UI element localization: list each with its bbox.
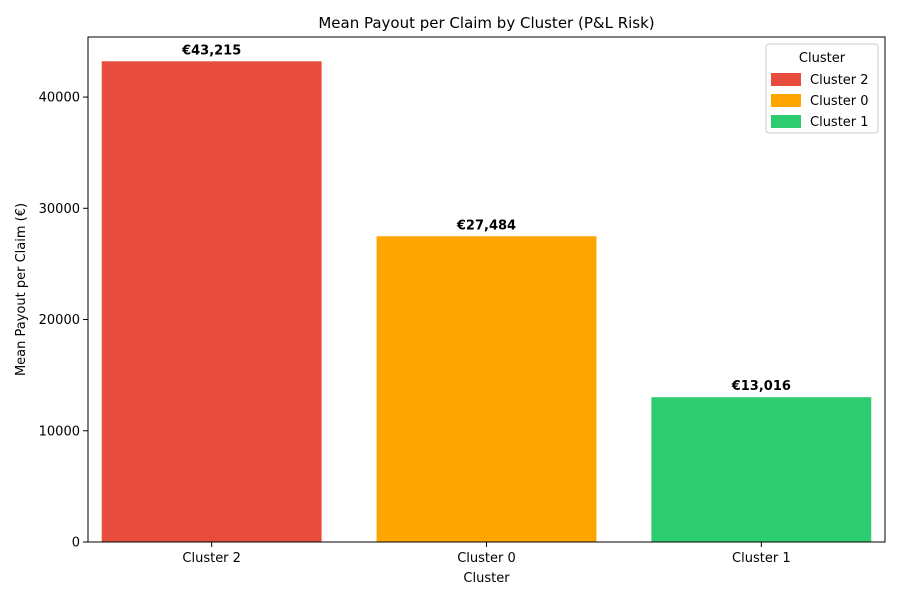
x-tick-label: Cluster 1 [732, 551, 791, 566]
legend-box [765, 43, 879, 134]
y-tick-label: 30000 [39, 202, 80, 217]
plot-frame [87, 36, 886, 543]
bar-cluster-1 [651, 397, 872, 542]
legend-label-cluster-0: Cluster 0 [810, 94, 869, 109]
x-axis-label: Cluster [463, 571, 510, 586]
data-label-cluster-2: €43,215 [181, 43, 241, 58]
legend: Cluster Cluster 2 Cluster 0 Cluster 1 [765, 43, 879, 134]
legend-swatch-cluster-0 [771, 94, 801, 107]
legend-label-cluster-1: Cluster 1 [810, 115, 869, 130]
legend-label-cluster-2: Cluster 2 [810, 73, 869, 88]
data-label-cluster-0: €27,484 [456, 218, 516, 233]
legend-title: Cluster [799, 51, 846, 66]
x-tick-label: Cluster 0 [457, 551, 516, 566]
bar-cluster-0 [376, 236, 597, 543]
x-tick-label: Cluster 2 [182, 551, 241, 566]
y-tick-label: 40000 [39, 91, 80, 106]
y-axis-label: Mean Payout per Claim (€) [14, 203, 29, 376]
y-tick-label: 10000 [39, 424, 80, 439]
legend-swatch-cluster-1 [771, 115, 801, 128]
chart-title: Mean Payout per Claim by Cluster (P&L Ri… [318, 14, 654, 32]
y-tick-label: 20000 [39, 313, 80, 328]
bar-cluster-2 [101, 61, 322, 543]
data-label-cluster-1: €13,016 [731, 379, 791, 394]
y-tick-label: 0 [72, 536, 80, 551]
legend-swatch-cluster-2 [771, 73, 801, 86]
